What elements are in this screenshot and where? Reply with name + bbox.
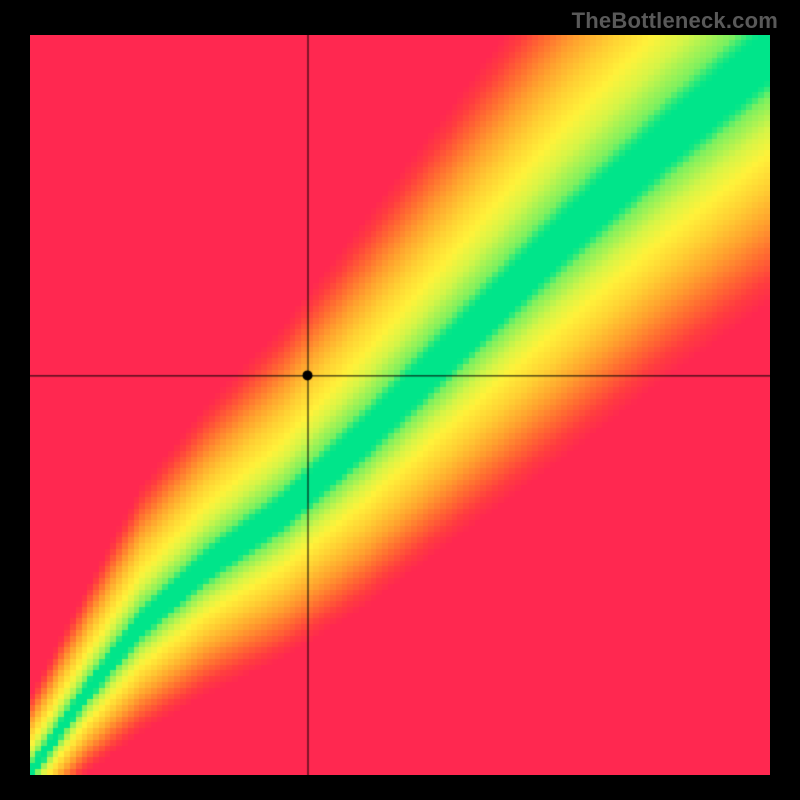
watermark-text: TheBottleneck.com (572, 8, 778, 34)
bottleneck-heatmap (30, 35, 770, 775)
chart-container: { "watermark": { "text": "TheBottleneck.… (0, 0, 800, 800)
